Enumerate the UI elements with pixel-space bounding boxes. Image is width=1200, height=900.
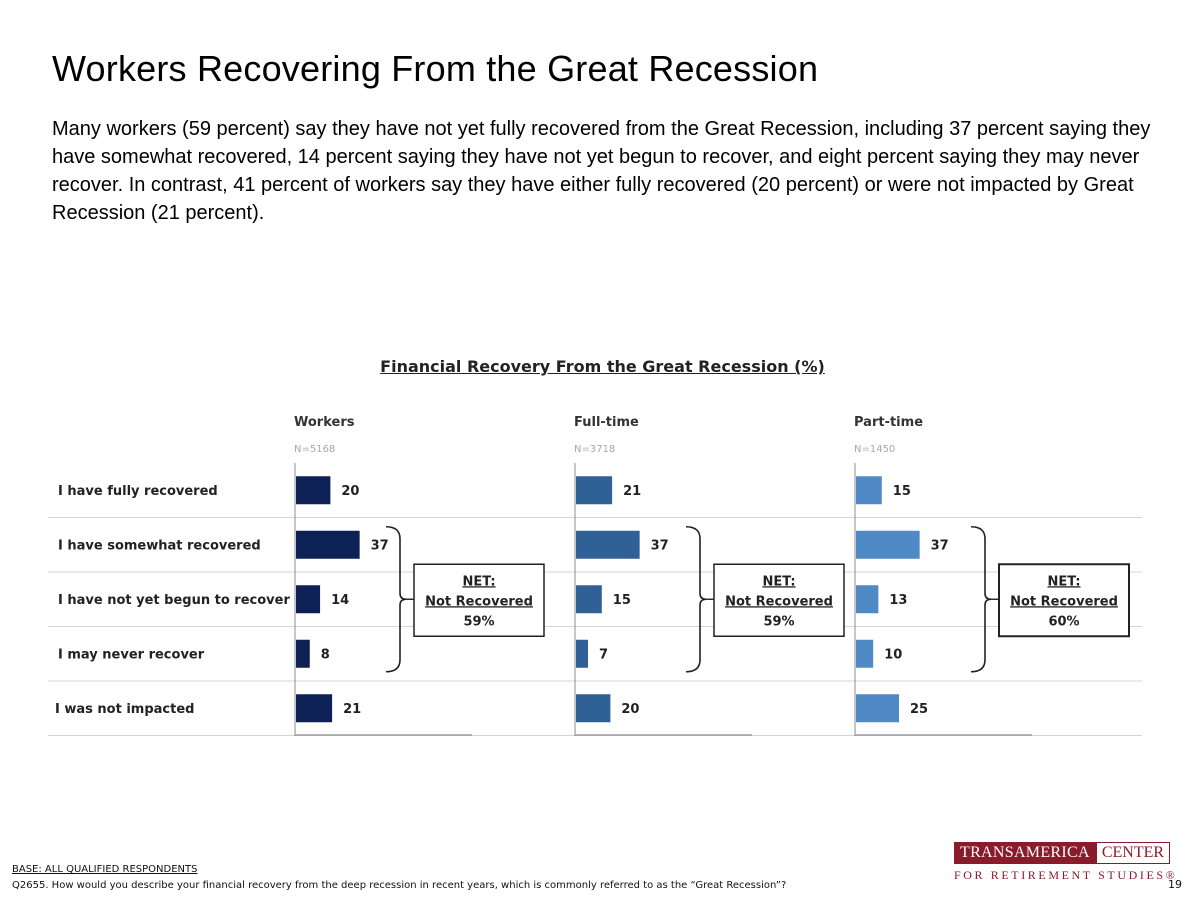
footer-base: BASE: ALL QUALIFIED RESPONDENTS — [12, 864, 198, 875]
bar — [296, 476, 331, 505]
transamerica-logo: TRANSAMERICA CENTER FOR RETIREMENT STUDI… — [954, 842, 1178, 883]
logo-center-word: CENTER — [1095, 842, 1171, 864]
category-label: I have somewhat recovered — [58, 538, 261, 553]
bar — [576, 476, 613, 505]
page-number: 19 — [1168, 878, 1182, 891]
category-label: I have fully recovered — [58, 484, 218, 499]
logo-subtitle: FOR RETIREMENT STUDIES® — [954, 868, 1178, 882]
value-label: 8 — [321, 647, 330, 662]
bar — [576, 694, 611, 723]
net-box-value: 60% — [1048, 614, 1079, 629]
lead-paragraph: Many workers (59 percent) say they have … — [52, 118, 1151, 224]
net-box — [998, 563, 1130, 638]
value-label: 15 — [893, 484, 911, 499]
bar — [576, 530, 640, 559]
value-label: 7 — [599, 647, 608, 662]
category-label: I have not yet begun to recover — [58, 593, 290, 608]
value-label: 37 — [371, 538, 389, 553]
series-header: Part-time — [854, 415, 923, 430]
value-label: 21 — [343, 702, 361, 717]
bar — [296, 639, 310, 668]
value-label: 15 — [613, 593, 631, 608]
net-box — [713, 563, 845, 637]
net-box-sublabel: Not Recovered — [1010, 594, 1118, 609]
value-label: 37 — [651, 538, 669, 553]
series-header: Full-time — [574, 415, 639, 430]
footer-question: Q2655. How would you describe your finan… — [12, 880, 787, 891]
bar — [856, 530, 920, 559]
bar — [296, 694, 333, 723]
bar — [856, 639, 874, 668]
bar — [856, 585, 879, 614]
bar — [296, 585, 321, 614]
series-sample-size: N=3718 — [574, 444, 615, 455]
value-label: 25 — [910, 702, 928, 717]
bar — [856, 694, 899, 723]
value-label: 20 — [621, 702, 639, 717]
net-box-label: NET: — [1047, 574, 1080, 589]
net-box-sublabel: Not Recovered — [725, 594, 833, 609]
net-box-value: 59% — [763, 614, 794, 629]
net-box — [413, 563, 545, 637]
net-box-value: 59% — [463, 614, 494, 629]
category-label: I was not impacted — [55, 702, 194, 717]
bar — [576, 585, 602, 614]
bar — [296, 530, 360, 559]
value-label: 10 — [884, 647, 902, 662]
value-label: 37 — [931, 538, 949, 553]
page-title: Workers Recovering From the Great Recess… — [52, 48, 819, 89]
value-label: 14 — [331, 593, 349, 608]
net-bracket — [685, 525, 707, 673]
net-bracket — [970, 525, 992, 673]
logo-wordmark: TRANSAMERICA — [954, 842, 1096, 864]
bar — [576, 639, 589, 668]
net-box-label: NET: — [762, 574, 795, 589]
bar — [856, 476, 882, 505]
value-label: 21 — [623, 484, 641, 499]
net-bracket — [385, 525, 407, 673]
series-sample-size: N=5168 — [294, 444, 335, 455]
series-sample-size: N=1450 — [854, 444, 895, 455]
value-label: 20 — [341, 484, 359, 499]
net-box-sublabel: Not Recovered — [425, 594, 533, 609]
net-box-label: NET: — [462, 574, 495, 589]
value-label: 13 — [889, 593, 907, 608]
category-label: I may never recover — [58, 647, 205, 662]
chart-title: Financial Recovery From the Great Recess… — [380, 357, 825, 376]
series-header: Workers — [294, 415, 355, 430]
